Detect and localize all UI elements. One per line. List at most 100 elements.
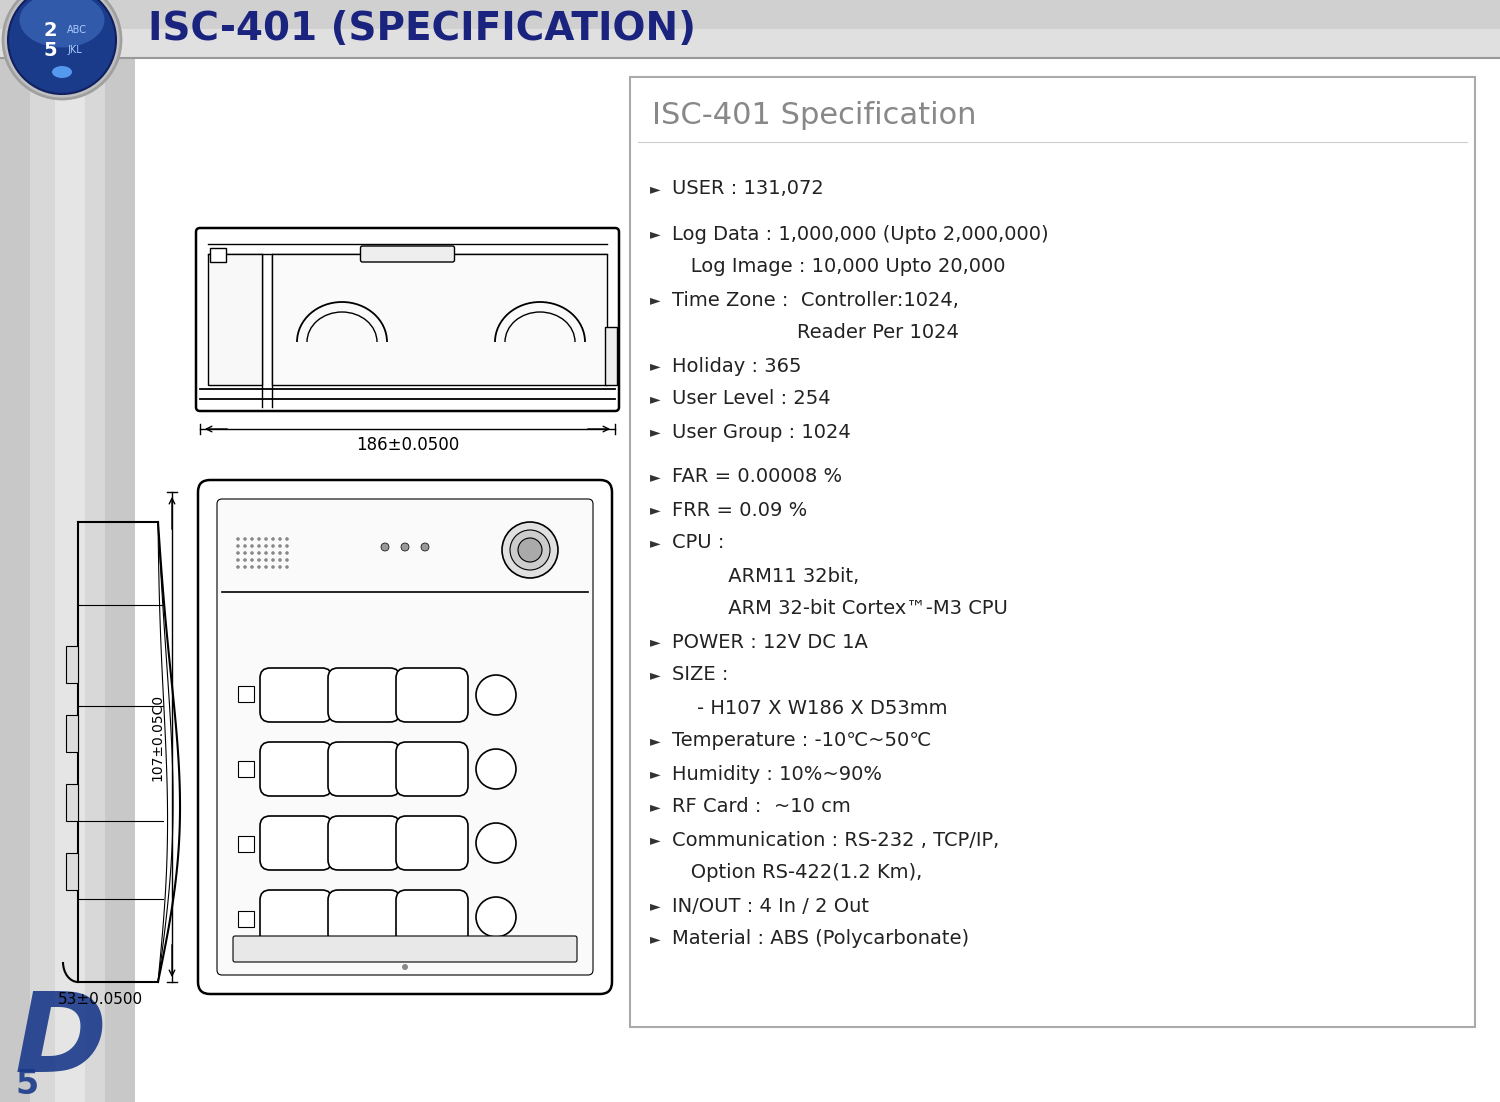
Text: ►: ►	[650, 767, 660, 781]
FancyBboxPatch shape	[360, 246, 454, 262]
Bar	[210, 248, 226, 262]
Text: 5: 5	[15, 1068, 39, 1101]
Circle shape	[402, 964, 408, 970]
Circle shape	[285, 565, 290, 569]
Circle shape	[285, 551, 290, 554]
Text: D: D	[15, 988, 108, 1095]
Bar	[30, 0, 105, 1102]
Text: 107±0.05C0: 107±0.05C0	[150, 693, 164, 780]
FancyBboxPatch shape	[328, 668, 400, 722]
Text: ARM 32-bit Cortex™-M3 CPU: ARM 32-bit Cortex™-M3 CPU	[672, 599, 1008, 618]
Text: 2: 2	[44, 21, 57, 40]
Ellipse shape	[3, 0, 122, 99]
Ellipse shape	[20, 0, 105, 47]
Text: 53±0.0500: 53±0.0500	[58, 993, 142, 1007]
Text: FAR = 0.00008 %: FAR = 0.00008 %	[672, 467, 842, 486]
Circle shape	[243, 544, 248, 548]
Text: ►: ►	[650, 635, 660, 649]
Bar	[0, 29, 1500, 58]
Circle shape	[251, 537, 254, 541]
Circle shape	[285, 537, 290, 541]
Circle shape	[476, 897, 516, 937]
Text: ISC-401 (SPECIFICATION): ISC-401 (SPECIFICATION)	[148, 10, 696, 48]
Text: User Level : 254: User Level : 254	[672, 389, 831, 409]
Circle shape	[256, 551, 261, 554]
Circle shape	[251, 559, 254, 562]
Text: SIZE :: SIZE :	[672, 666, 729, 684]
Circle shape	[272, 551, 274, 554]
Bar	[0, 0, 135, 1102]
Text: Humidity : 10%~90%: Humidity : 10%~90%	[672, 765, 882, 784]
Text: CPU :: CPU :	[672, 533, 724, 552]
Circle shape	[272, 544, 274, 548]
Circle shape	[278, 551, 282, 554]
Circle shape	[381, 543, 388, 551]
FancyBboxPatch shape	[217, 499, 592, 975]
Text: Log Data : 1,000,000 (Upto 2,000,000): Log Data : 1,000,000 (Upto 2,000,000)	[672, 225, 1048, 244]
Text: ►: ►	[650, 182, 660, 196]
FancyBboxPatch shape	[260, 668, 332, 722]
Text: ARM11 32bit,: ARM11 32bit,	[672, 566, 859, 585]
Circle shape	[256, 544, 261, 548]
Text: Holiday : 365: Holiday : 365	[672, 357, 801, 376]
Ellipse shape	[8, 0, 115, 94]
Circle shape	[518, 538, 542, 562]
FancyBboxPatch shape	[198, 480, 612, 994]
Text: 186±0.0500: 186±0.0500	[356, 436, 459, 454]
Text: Communication : RS-232 , TCP/IP,: Communication : RS-232 , TCP/IP,	[672, 831, 999, 850]
Circle shape	[476, 676, 516, 715]
Circle shape	[272, 537, 274, 541]
Text: ►: ►	[650, 734, 660, 748]
Circle shape	[264, 565, 268, 569]
Circle shape	[278, 544, 282, 548]
Bar	[630, 77, 1474, 1027]
Circle shape	[272, 565, 274, 569]
Circle shape	[278, 559, 282, 562]
Circle shape	[243, 537, 248, 541]
Text: Material : ABS (Polycarbonate): Material : ABS (Polycarbonate)	[672, 929, 969, 949]
Circle shape	[256, 559, 261, 562]
Circle shape	[243, 559, 248, 562]
Text: ►: ►	[650, 392, 660, 406]
Circle shape	[264, 544, 268, 548]
Bar	[238, 836, 254, 852]
Bar	[238, 911, 254, 927]
FancyBboxPatch shape	[328, 890, 400, 944]
Bar	[604, 327, 616, 385]
Text: JKL: JKL	[68, 45, 81, 55]
Text: Option RS-422(1.2 Km),: Option RS-422(1.2 Km),	[672, 864, 922, 883]
Circle shape	[510, 530, 550, 570]
Text: RF Card :  ~10 cm: RF Card : ~10 cm	[672, 798, 850, 817]
Text: ►: ►	[650, 469, 660, 484]
Circle shape	[236, 565, 240, 569]
Text: POWER : 12V DC 1A: POWER : 12V DC 1A	[672, 633, 868, 651]
Circle shape	[422, 543, 429, 551]
Text: ►: ►	[650, 899, 660, 912]
Text: ►: ►	[650, 800, 660, 814]
Circle shape	[476, 823, 516, 863]
Circle shape	[236, 559, 240, 562]
Text: ►: ►	[650, 536, 660, 550]
Text: ►: ►	[650, 227, 660, 241]
Bar	[238, 761, 254, 777]
Circle shape	[256, 537, 261, 541]
Bar	[66, 646, 78, 683]
Text: ►: ►	[650, 833, 660, 847]
Circle shape	[476, 749, 516, 789]
Text: Log Image : 10,000 Upto 20,000: Log Image : 10,000 Upto 20,000	[672, 258, 1005, 277]
Circle shape	[243, 565, 248, 569]
Bar	[0, 0, 1500, 58]
Text: ABC: ABC	[68, 25, 87, 35]
FancyBboxPatch shape	[260, 815, 332, 869]
Text: ►: ►	[650, 293, 660, 307]
Circle shape	[236, 537, 240, 541]
Text: ►: ►	[650, 359, 660, 372]
Text: User Group : 1024: User Group : 1024	[672, 422, 850, 442]
FancyBboxPatch shape	[260, 742, 332, 796]
Circle shape	[256, 565, 261, 569]
Ellipse shape	[53, 66, 72, 78]
Text: ►: ►	[650, 503, 660, 517]
Circle shape	[236, 544, 240, 548]
Circle shape	[264, 537, 268, 541]
Circle shape	[264, 551, 268, 554]
